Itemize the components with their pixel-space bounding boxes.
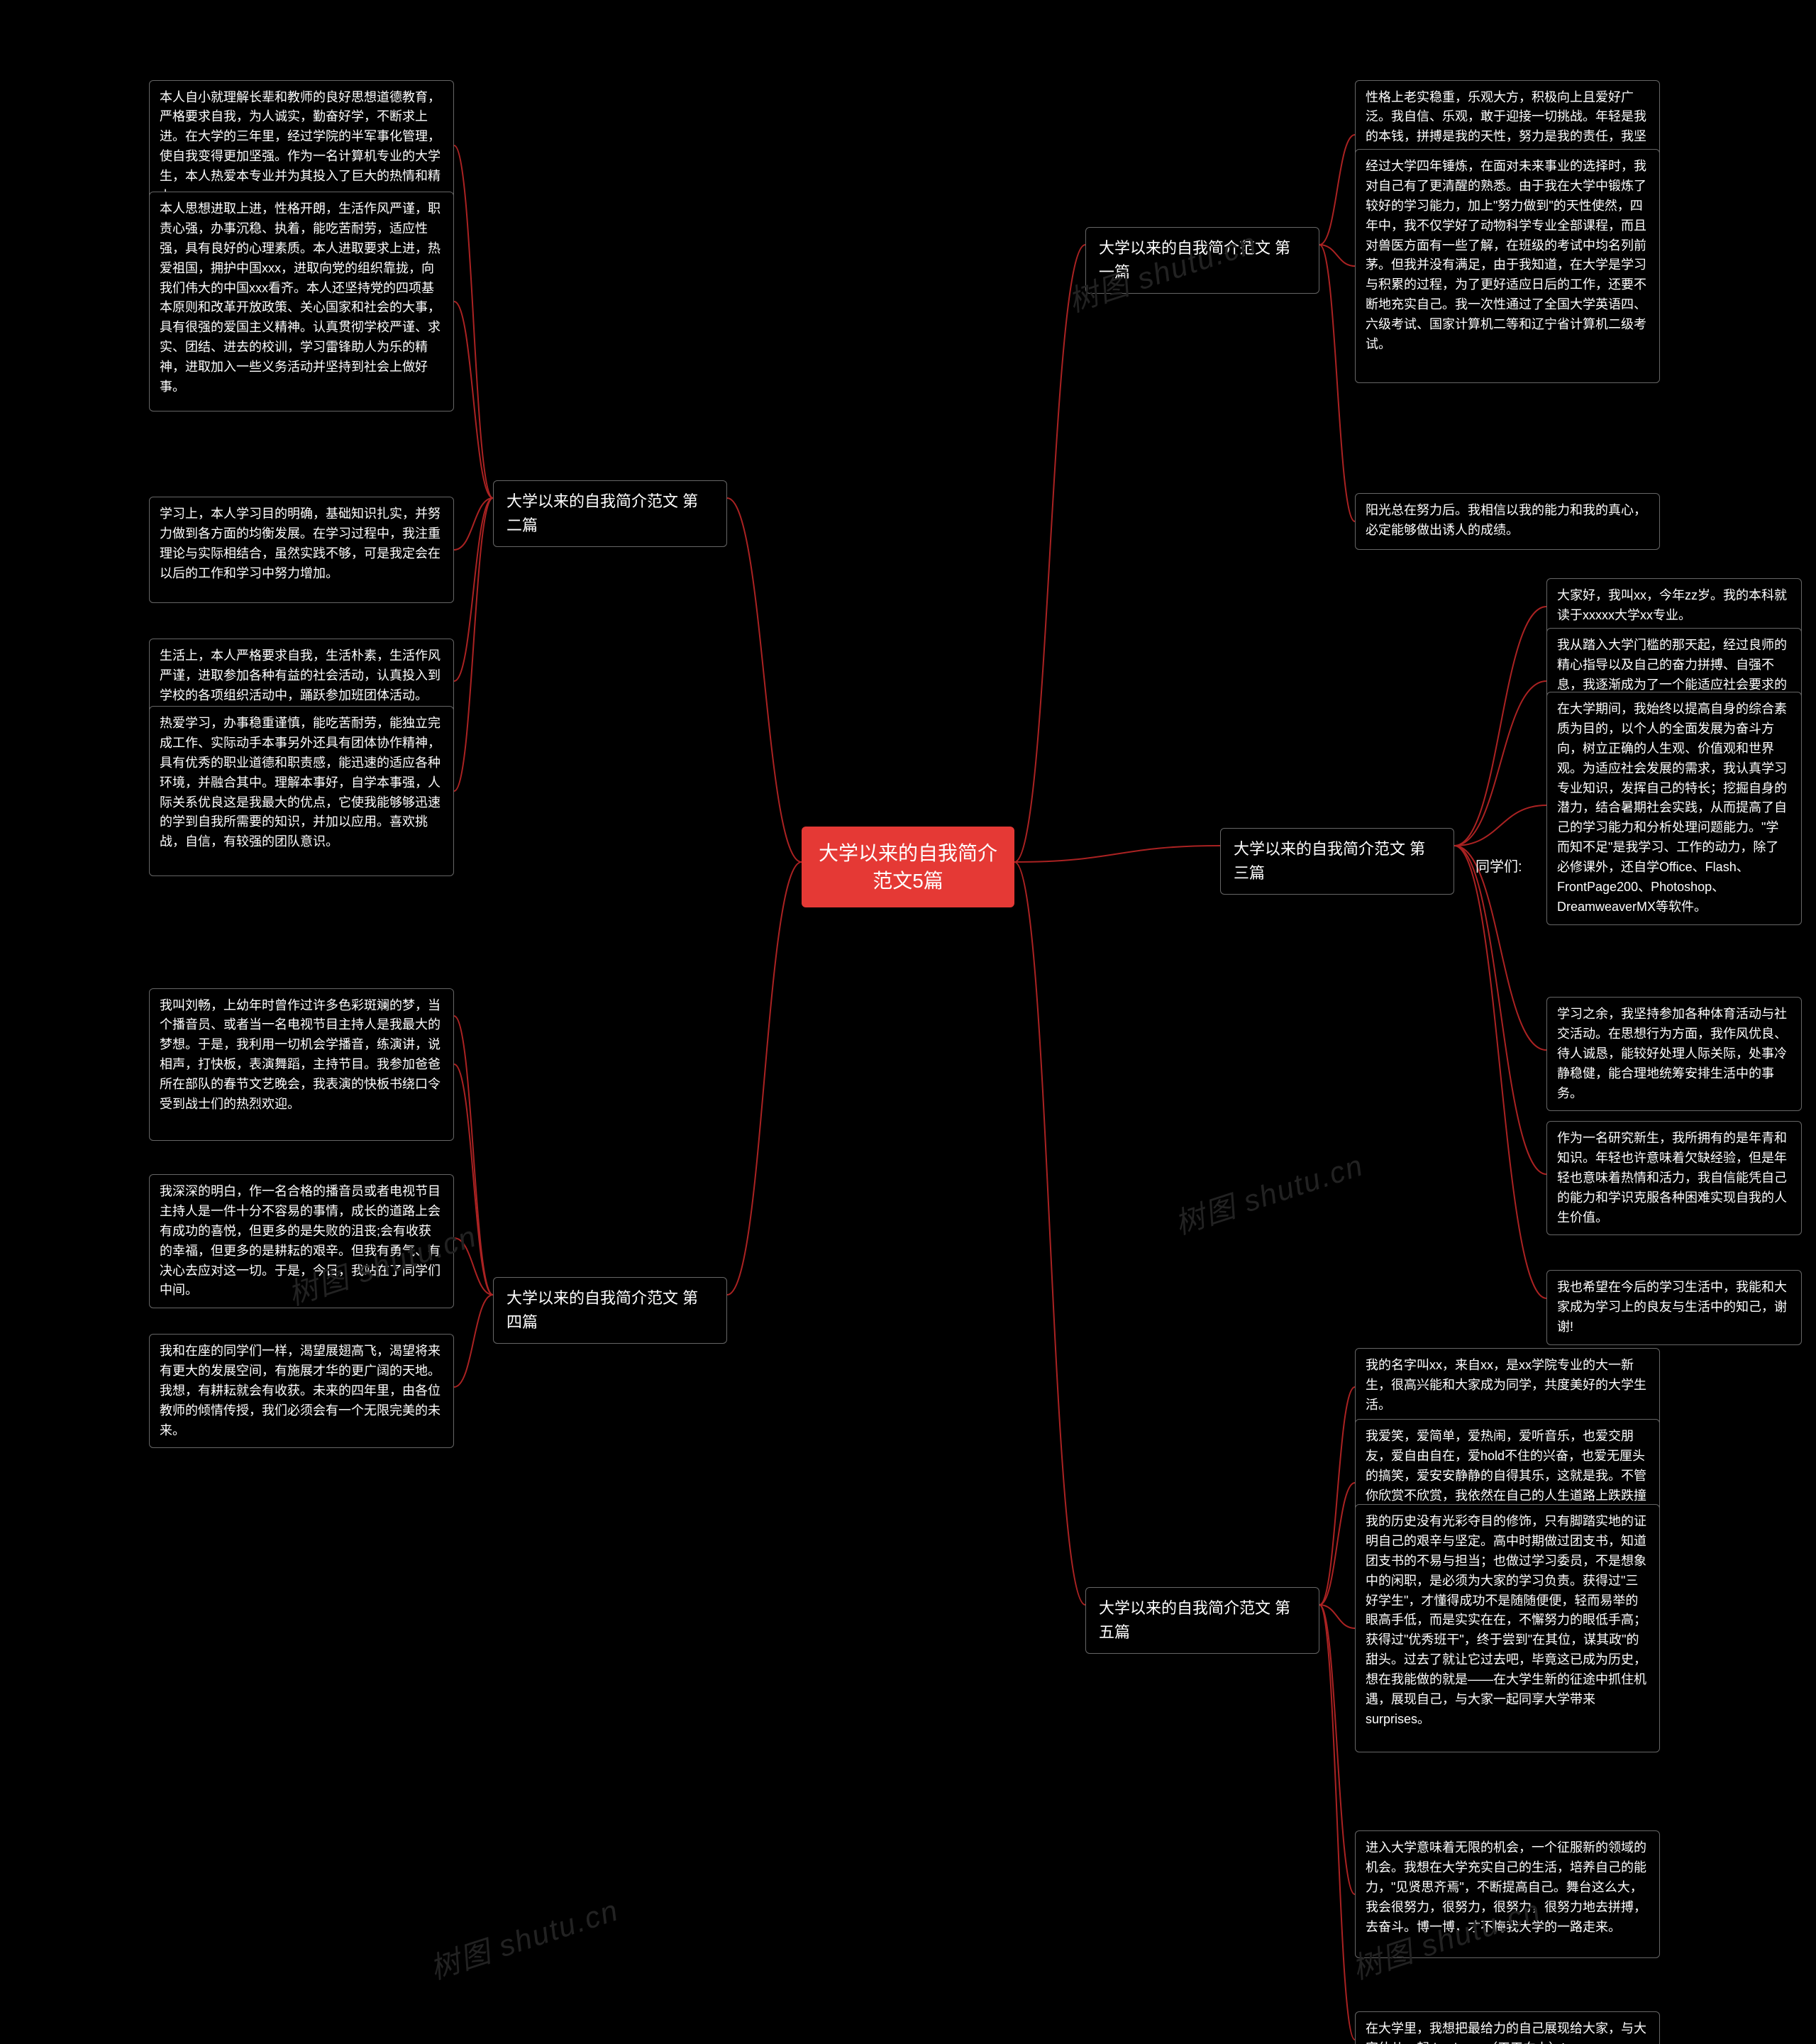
leaf-b3l6: 我也希望在今后的学习生活中，我能和大家成为学习上的良友与生活中的知己，谢谢! (1546, 1270, 1802, 1345)
edge (727, 862, 802, 1295)
edge (454, 498, 493, 791)
watermark: 树图 shutu.cn (423, 1886, 624, 1988)
edge (1454, 607, 1546, 846)
edge (1319, 1387, 1355, 1605)
leaf-b3l1: 大家好，我叫xx，今年zz岁。我的本科就读于xxxxx大学xx专业。 (1546, 578, 1802, 635)
branch-b2: 大学以来的自我简介范文 第二篇 (493, 480, 727, 547)
edge (1319, 245, 1355, 266)
edge (727, 498, 802, 862)
root-node: 大学以来的自我简介范文5篇 (802, 827, 1014, 907)
leaf-b4l4: 我和在座的同学们一样，渴望展翅高飞，渴望将来有更大的发展空间，有施展才华的更广阔… (149, 1334, 454, 1448)
leaf-b2l3: 学习上，本人学习目的明确，基础知识扎实，并努力做到各方面的均衡发展。在学习过程中… (149, 497, 454, 603)
edge (1319, 1483, 1355, 1605)
watermark: 树图 shutu.cn (1168, 1142, 1368, 1243)
mindmap-canvas: 大学以来的自我简介范文5篇大学以来的自我简介范文 第一篇性格上老实稳重，乐观大方… (0, 0, 1816, 2044)
edge (1454, 846, 1546, 1298)
edge (1454, 846, 1546, 1050)
edge (1454, 846, 1546, 1174)
leaf-b2l2: 本人思想进取上进，性格开朗，生活作风严谨，职责心强，办事沉稳、执着，能吃苦耐劳，… (149, 192, 454, 411)
edge (1014, 846, 1220, 862)
leaf-b3l3: 在大学期间，我始终以提高自身的综合素质为目的，以个人的全面发展为奋斗方向，树立正… (1546, 692, 1802, 925)
leaf-b5l4: 进入大学意味着无限的机会，一个征服新的领域的机会。我想在大学充实自己的生活，培养… (1355, 1830, 1660, 1958)
leaf-b3l4: 学习之余，我坚持参加各种体育活动与社交活动。在思想行为方面，我作风优良、待人诚恳… (1546, 997, 1802, 1111)
leaf-b5l5: 在大学里，我想把最给力的自己展现给大家，与大家伙儿一起daydayup（天天向上… (1355, 2011, 1660, 2044)
edge (454, 1064, 493, 1295)
edge (1319, 135, 1355, 245)
leaf-b1l3: 阳光总在努力后。我相信以我的能力和我的真心，必定能够做出诱人的成绩。 (1355, 493, 1660, 550)
edge (454, 1238, 493, 1295)
edge (1454, 681, 1546, 846)
leaf-b1l2: 经过大学四年锤炼，在面对未来事业的选择时，我对自己有了更清醒的熟悉。由于我在大学… (1355, 149, 1660, 383)
edge (454, 498, 493, 550)
leaf-b5l1: 我的名字叫xx，来自xx，是xx学院专业的大一新生，很高兴能和大家成为同学，共度… (1355, 1348, 1660, 1426)
edge (1319, 1605, 1355, 2040)
edge (1319, 1605, 1355, 1894)
edge (1319, 245, 1355, 521)
leaf-b3l5: 作为一名研究新生，我所拥有的是年青和知识。年轻也许意味着欠缺经验，但是年轻也意味… (1546, 1121, 1802, 1235)
edge (1319, 1605, 1355, 1628)
branch-b5: 大学以来的自我简介范文 第五篇 (1085, 1587, 1319, 1654)
leaf-b2l5: 热爱学习，办事稳重谨慎，能吃苦耐劳，能独立完成工作、实际动手本事另外还具有团体协… (149, 706, 454, 876)
sublabel-b3_extra: 同学们: (1476, 855, 1522, 875)
branch-b3: 大学以来的自我简介范文 第三篇 (1220, 828, 1454, 895)
edge (454, 498, 493, 681)
leaf-b5l3: 我的历史没有光彩夺目的修饰，只有脚踏实地的证明自己的艰辛与坚定。高中时期做过团支… (1355, 1504, 1660, 1752)
branch-b1: 大学以来的自我简介范文 第一篇 (1085, 227, 1319, 294)
edge (454, 1016, 493, 1295)
edge (1014, 245, 1085, 862)
leaf-b4l3: 我深深的明白，作一名合格的播音员或者电视节目主持人是一件十分不容易的事情，成长的… (149, 1174, 454, 1308)
edge (454, 145, 493, 498)
edge (454, 302, 493, 498)
edge (1014, 862, 1085, 1605)
branch-b4: 大学以来的自我简介范文 第四篇 (493, 1277, 727, 1344)
leaf-b4l2: 我叫刘畅，上幼年时曾作过许多色彩斑斓的梦，当个播音员、或者当一名电视节目主持人是… (149, 988, 454, 1141)
edge (1454, 805, 1546, 846)
edge (454, 1295, 493, 1387)
